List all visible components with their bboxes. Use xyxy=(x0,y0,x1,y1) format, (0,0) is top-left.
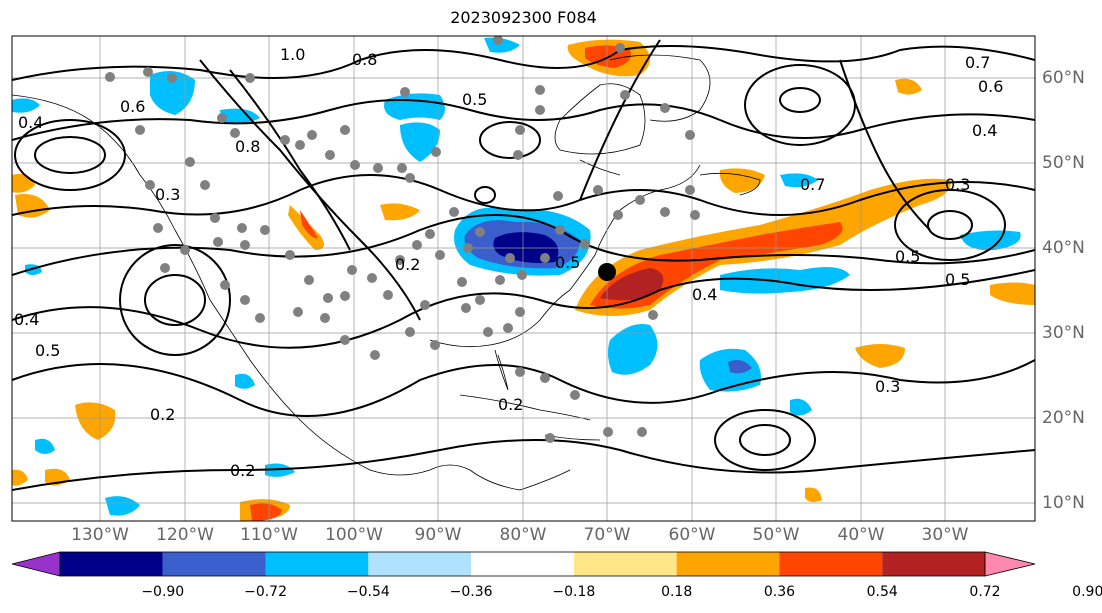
colorbar-tick-label: −0.18 xyxy=(552,584,596,600)
colorbar-segment xyxy=(162,552,266,576)
lat-label: 30°N xyxy=(1042,323,1085,343)
contour-label: 0.5 xyxy=(35,341,60,360)
contour-label: 0.3 xyxy=(155,185,180,204)
contour-label: 0.8 xyxy=(352,50,377,69)
contour-lines xyxy=(12,39,1035,491)
lat-label: 40°N xyxy=(1042,238,1085,258)
colorbar-segment xyxy=(779,552,883,576)
graticule xyxy=(12,36,1035,521)
map-title: 2023092300 F084 xyxy=(450,8,597,27)
colorbar-segment xyxy=(471,552,574,576)
lat-label: 50°N xyxy=(1042,153,1085,173)
colorbar-segment xyxy=(368,552,472,576)
storm-center-marker xyxy=(598,263,616,281)
colorbar-tick-label: 0.36 xyxy=(763,584,796,600)
lon-label: 120°W xyxy=(156,525,214,545)
lat-label: 60°N xyxy=(1042,68,1085,88)
colorbar-tick-label: 0.54 xyxy=(866,584,898,600)
colorbar-segment xyxy=(60,552,163,576)
contour-label: 0.5 xyxy=(462,90,487,109)
colorbar-tick-label: −0.54 xyxy=(346,584,390,600)
lon-label: 40°W xyxy=(837,525,885,545)
contour-label: 0.8 xyxy=(235,137,260,156)
colorbar-tick-label: −0.72 xyxy=(244,584,287,600)
colorbar-segment xyxy=(265,552,369,576)
contour-label: 0.6 xyxy=(120,97,145,116)
lon-label: 50°W xyxy=(752,525,800,545)
colorbar-tick-label: −0.90 xyxy=(141,584,185,600)
contour-label: 0.2 xyxy=(150,405,175,424)
colorbar-segment xyxy=(676,552,780,576)
lat-label: 10°N xyxy=(1042,493,1085,513)
contour-label: 0.4 xyxy=(18,113,43,132)
contour-label: 0.3 xyxy=(875,377,900,396)
colorbar-tick-label: 0.18 xyxy=(661,584,693,600)
lon-label: 70°W xyxy=(583,525,631,545)
lon-label: 60°W xyxy=(668,525,716,545)
contour-label: 0.3 xyxy=(945,175,970,194)
contour-label: 0.4 xyxy=(692,285,717,304)
lat-label: 20°N xyxy=(1042,408,1085,428)
lon-label: 90°W xyxy=(414,525,462,545)
contour-label: 0.4 xyxy=(14,310,39,329)
lon-label: 30°W xyxy=(921,525,969,545)
contour-label: 0.7 xyxy=(800,175,825,194)
contour-label: 0.6 xyxy=(978,77,1003,96)
station-markers xyxy=(105,36,700,443)
contour-label: 0.2 xyxy=(395,255,420,274)
contour-label: 0.2 xyxy=(230,461,255,480)
colorbar-tick-label: −0.36 xyxy=(449,584,493,600)
colorbar xyxy=(11,551,1036,577)
colorbar-tick-label: 0.90 xyxy=(1072,584,1102,600)
lon-label: 100°W xyxy=(325,525,383,545)
contour-label: 0.5 xyxy=(945,270,970,289)
lon-label: 110°W xyxy=(240,525,298,545)
contour-label: 0.5 xyxy=(555,253,580,272)
lon-label: 130°W xyxy=(71,525,129,545)
contour-label: 0.2 xyxy=(498,395,523,414)
contour-label: 0.5 xyxy=(895,247,920,266)
colorbar-tick-label: 0.72 xyxy=(969,584,1001,600)
colorbar-segment xyxy=(573,552,677,576)
contour-label: 0.4 xyxy=(972,121,997,140)
lon-label: 80°W xyxy=(499,525,547,545)
colorbar-extend-low xyxy=(11,551,61,577)
colorbar-extend-high xyxy=(984,551,1036,577)
contour-label: 0.7 xyxy=(965,53,990,72)
colorbar-segment xyxy=(882,552,985,576)
contour-label: 1.0 xyxy=(280,45,305,64)
